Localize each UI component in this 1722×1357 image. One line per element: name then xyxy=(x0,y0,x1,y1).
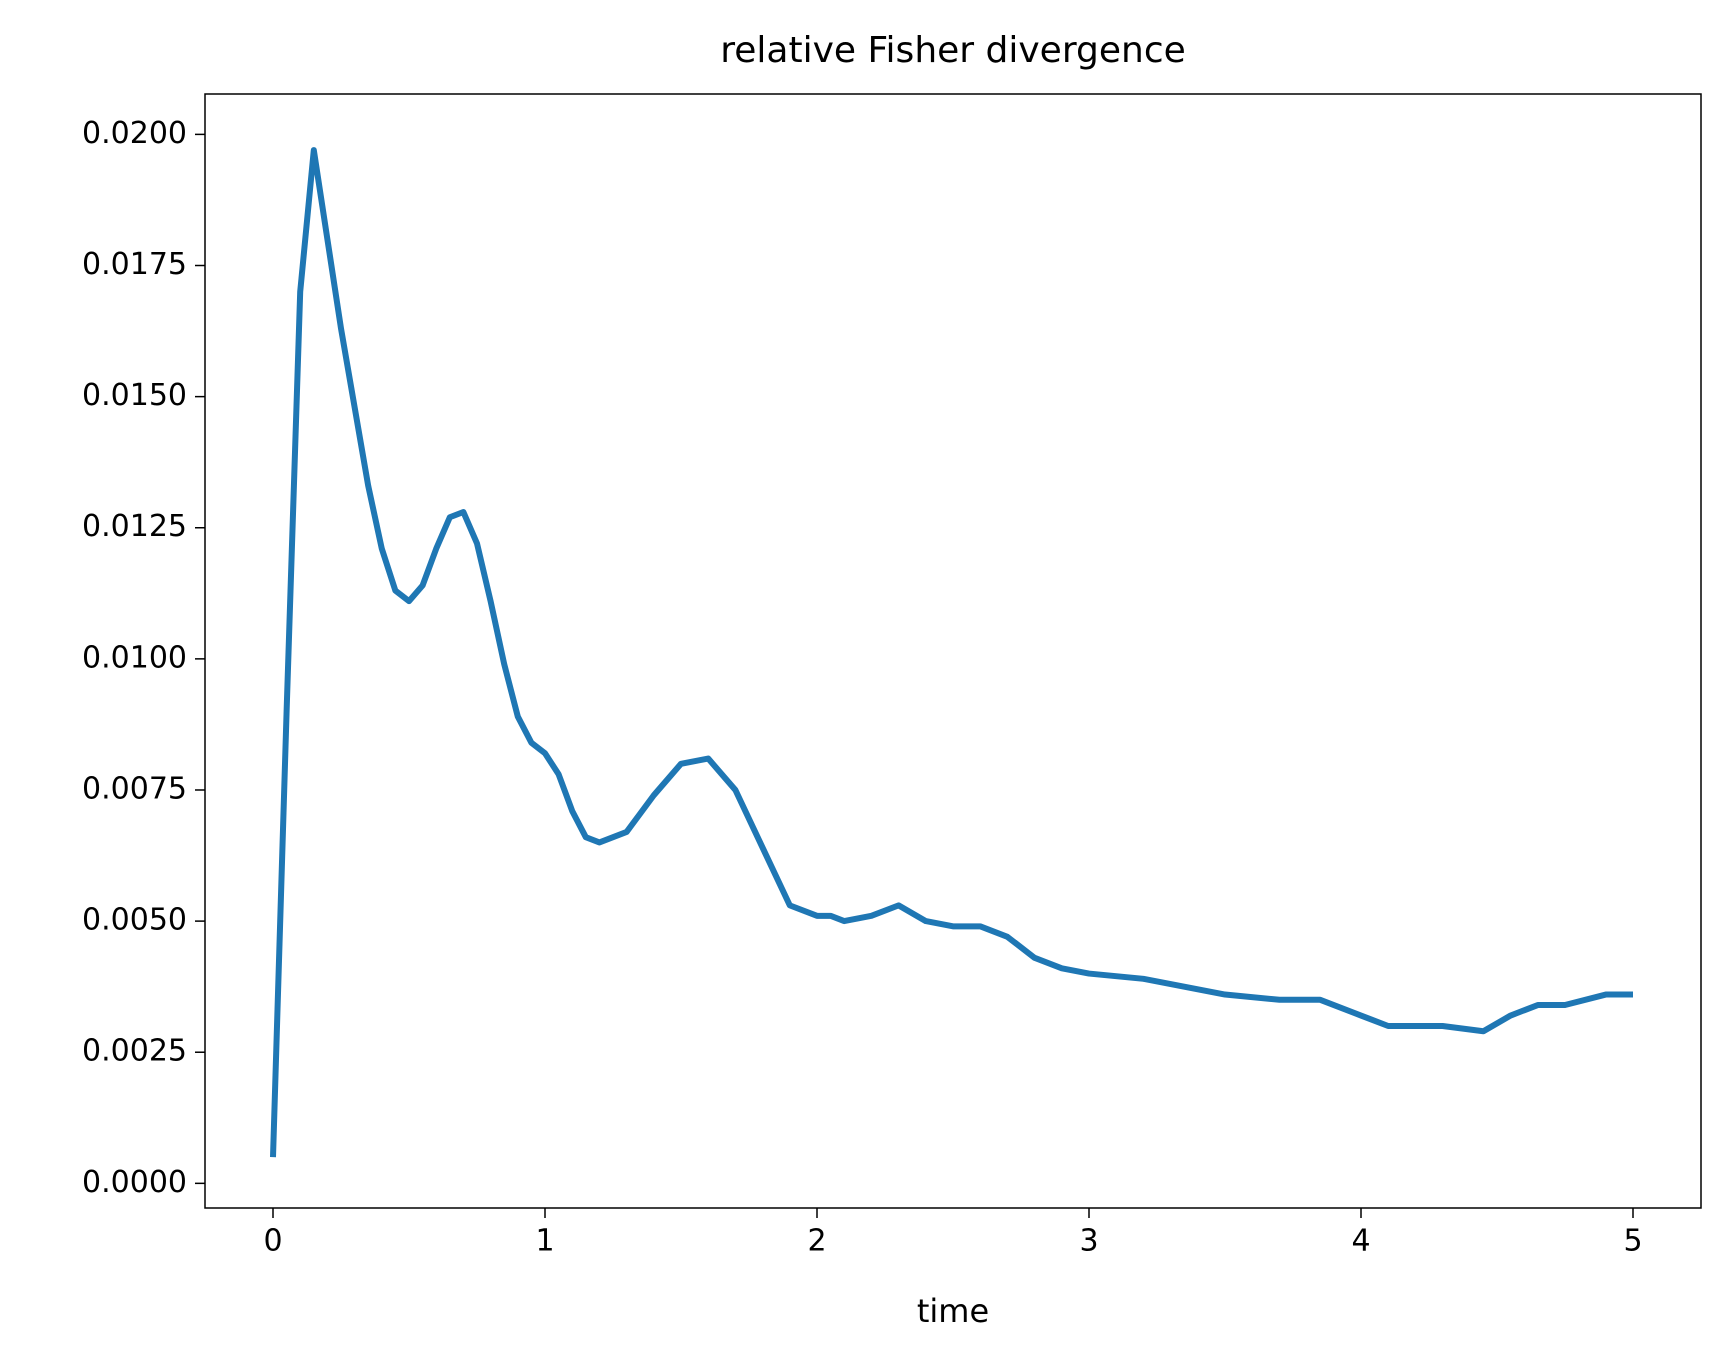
x-tick-label: 4 xyxy=(1351,1224,1370,1259)
y-tick-label: 0.0025 xyxy=(82,1034,187,1069)
y-tick-label: 0.0000 xyxy=(82,1165,187,1200)
y-tick-label: 0.0175 xyxy=(82,247,187,282)
y-tick-label: 0.0150 xyxy=(82,378,187,413)
x-tick-label: 1 xyxy=(535,1224,554,1259)
x-tick-label: 0 xyxy=(263,1224,282,1259)
x-tick-label: 3 xyxy=(1079,1224,1098,1259)
y-tick-label: 0.0050 xyxy=(82,903,187,938)
y-tick-label: 0.0100 xyxy=(82,640,187,675)
plot-frame xyxy=(204,93,1702,1209)
x-tick-label: 2 xyxy=(807,1224,826,1259)
chart-title: relative Fisher divergence xyxy=(720,30,1186,71)
data-line xyxy=(270,147,1633,1158)
x-axis-label: time xyxy=(917,1292,989,1330)
x-tick-label: 5 xyxy=(1623,1224,1642,1259)
y-tick-label: 0.0200 xyxy=(82,116,187,151)
y-tick-label: 0.0125 xyxy=(82,509,187,544)
y-tick-label: 0.0075 xyxy=(82,771,187,806)
